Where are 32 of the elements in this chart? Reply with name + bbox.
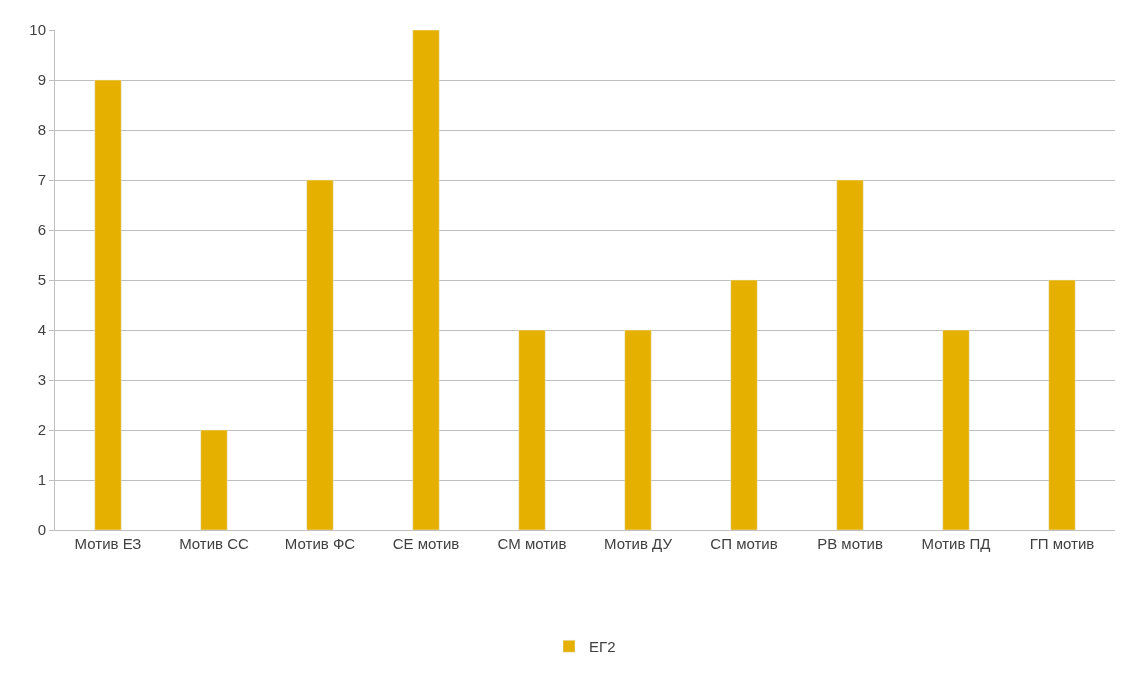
x-tick-label: Мотив ФС <box>284 535 356 552</box>
bar <box>624 329 652 530</box>
bar <box>836 179 864 530</box>
bar <box>200 429 228 530</box>
x-tick-label: СП мотив <box>710 535 778 552</box>
bar <box>306 179 334 530</box>
bar <box>94 79 122 530</box>
y-tick-label: 2 <box>37 421 46 439</box>
x-tick-label: РВ мотив <box>817 535 883 552</box>
x-tick-label: Мотив ЕЗ <box>74 535 142 552</box>
y-tick-label: 5 <box>37 271 46 289</box>
bar <box>518 329 546 530</box>
bar <box>730 279 758 530</box>
bar <box>412 30 440 530</box>
bar <box>942 329 970 530</box>
x-tick-label: Мотив ПД <box>921 535 991 552</box>
y-tick-label: 7 <box>37 171 46 189</box>
y-tick-label: 4 <box>37 321 46 339</box>
y-tick-label: 6 <box>37 221 46 239</box>
y-tick-label: 3 <box>37 371 46 389</box>
x-tick-label: Мотив СС <box>179 535 250 552</box>
x-tick-label: СМ мотив <box>497 535 567 552</box>
x-tick-label: СЕ мотив <box>392 535 460 552</box>
y-tick-label: 8 <box>37 121 46 139</box>
x-tick-label: Мотив ДУ <box>604 535 673 552</box>
y-tick-label: 9 <box>37 71 46 89</box>
y-tick-label: 10 <box>29 21 46 39</box>
bar <box>1048 279 1076 530</box>
y-tick-label: 0 <box>37 521 46 539</box>
legend-label: ЕГ2 <box>589 638 616 656</box>
y-tick-label: 1 <box>37 471 46 489</box>
x-tick-label: ГП мотив <box>1029 535 1095 552</box>
